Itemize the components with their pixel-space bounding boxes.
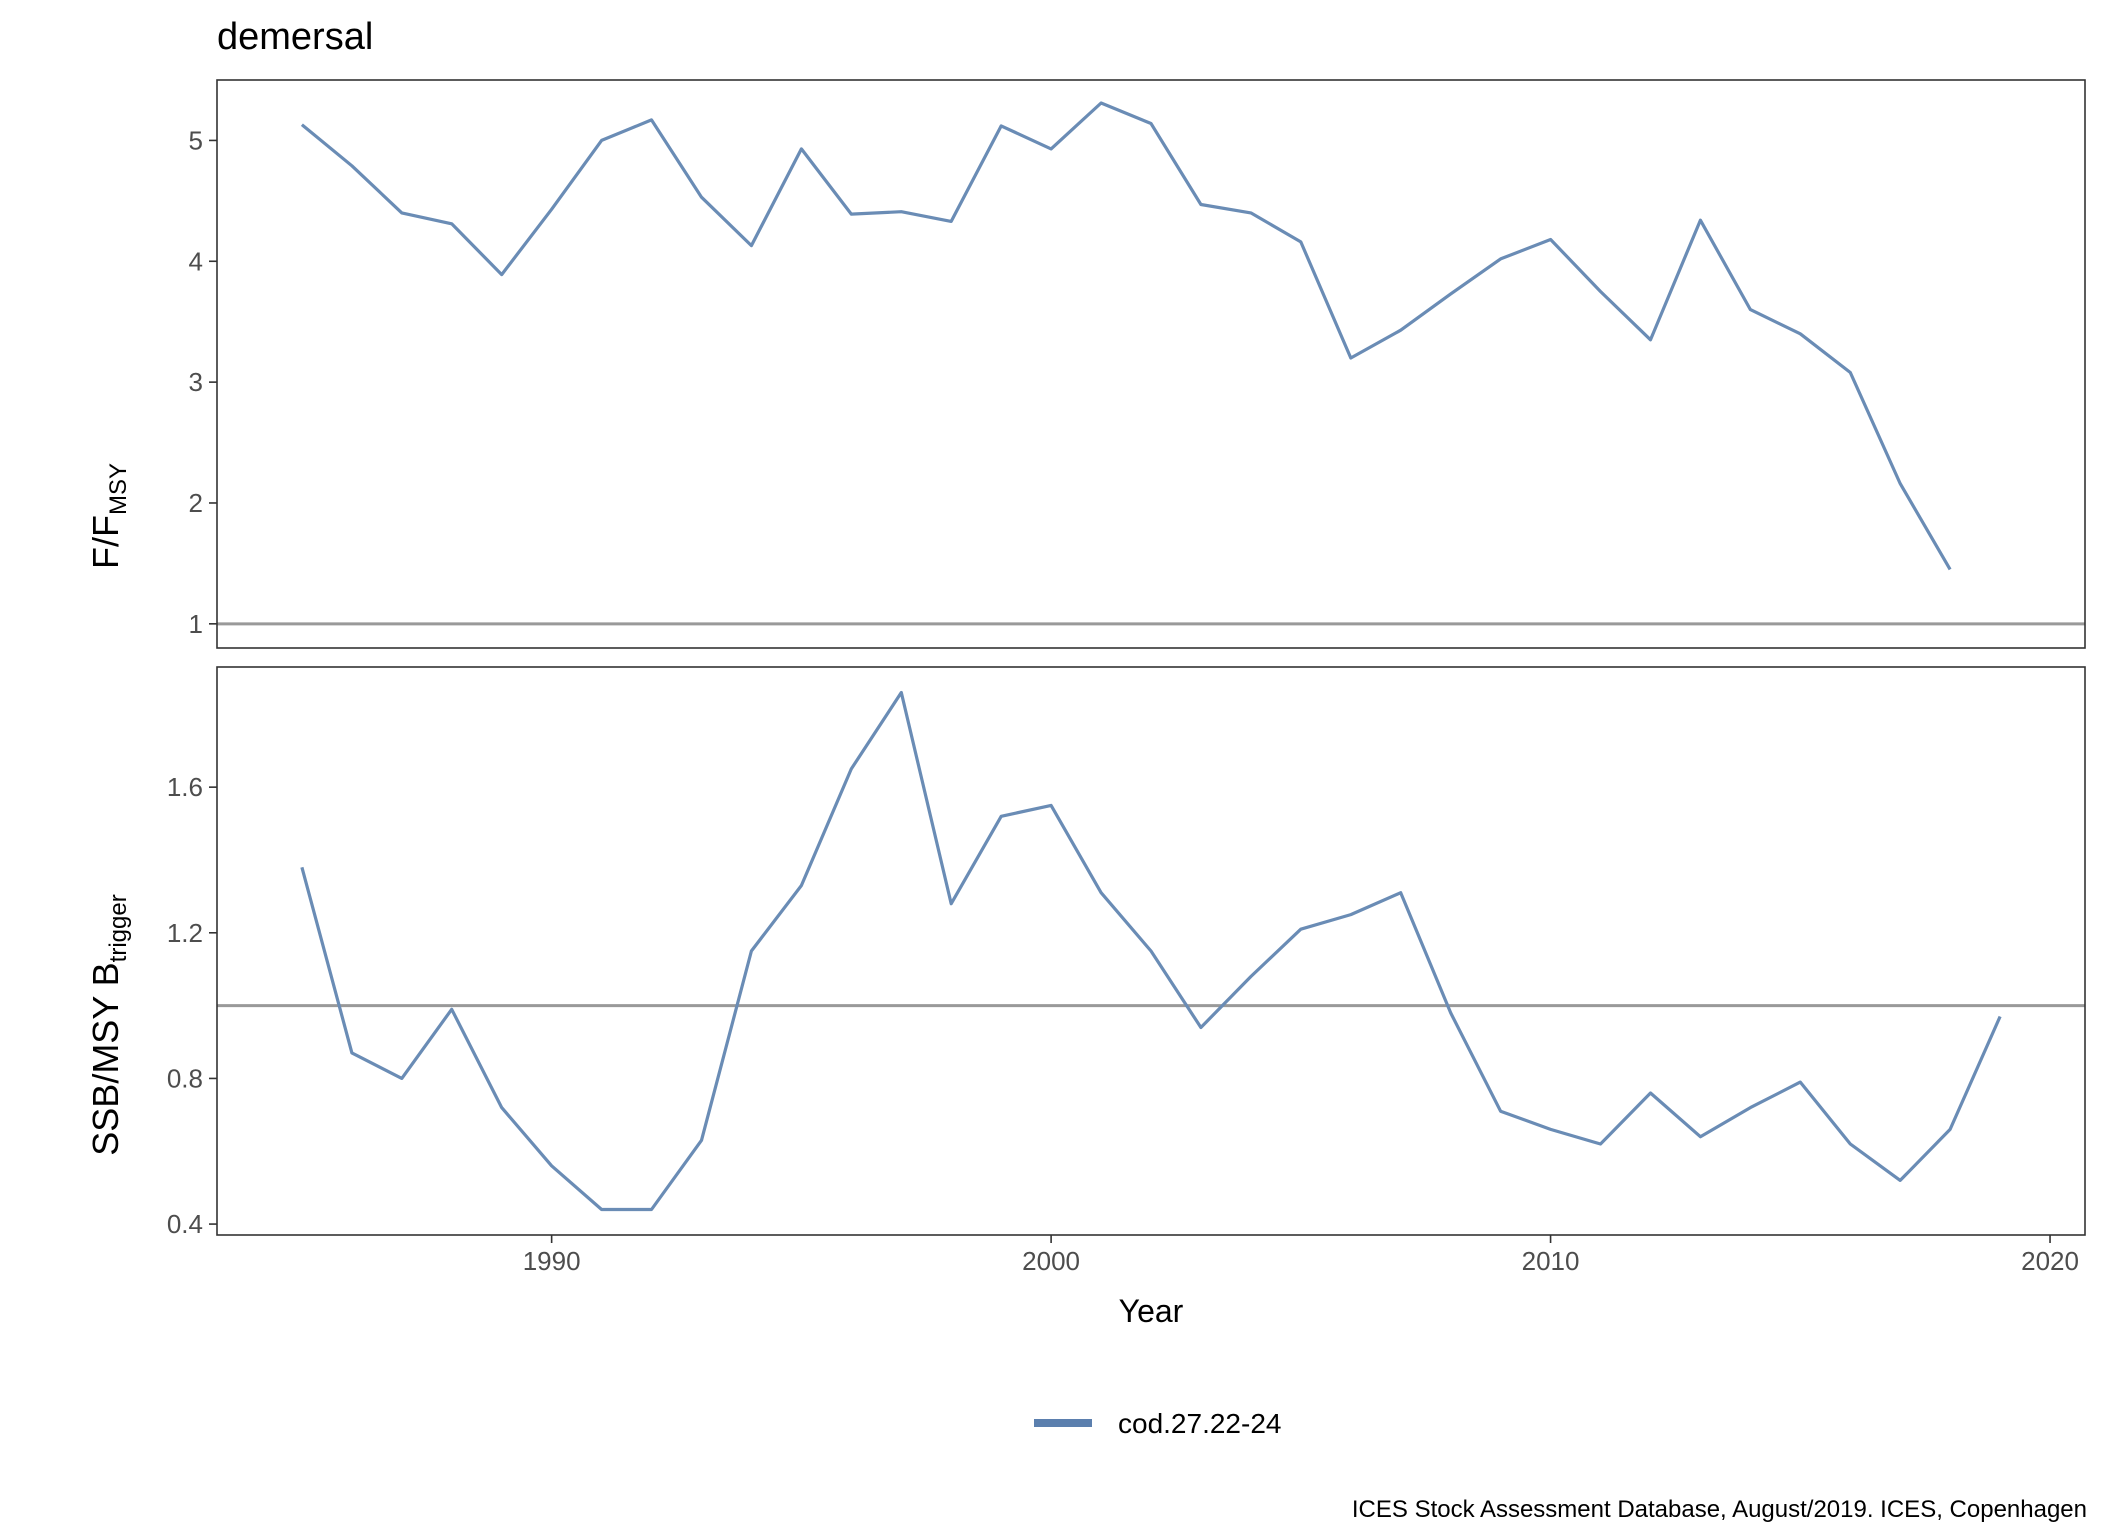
panel-border	[216, 79, 2086, 649]
x-tick-label: 1990	[523, 1246, 581, 1276]
y-tick-label: 3	[189, 367, 203, 397]
y-tick-label: 4	[189, 246, 203, 276]
y-tick-label: 5	[189, 125, 203, 155]
legend: cod.27.22-24	[1034, 1408, 1281, 1439]
y-tick-label: 1	[189, 609, 203, 639]
x-tick-label: 2000	[1022, 1246, 1080, 1276]
panel-fishing-mortality: 1 2 3 4 5	[189, 79, 2086, 649]
y-tick-label: 0.8	[167, 1063, 203, 1093]
y-axis-title-top-sub: MSY	[105, 463, 132, 515]
y-tick-label: 0.4	[167, 1209, 203, 1239]
y-axis-title-top: F/FMSY	[85, 463, 132, 569]
y-tick-label: 1.2	[167, 918, 203, 948]
panel-border	[216, 666, 2086, 1236]
series-line	[300, 101, 1952, 571]
x-axis: 1990 2000 2010 2020	[523, 1235, 2079, 1276]
x-tick-label: 2010	[1522, 1246, 1580, 1276]
x-tick-label: 2020	[2021, 1246, 2079, 1276]
panel-spawning-stock-biomass: 0.4 0.8 1.2 1.6	[167, 666, 2086, 1239]
y-axis-title-bottom: SSB/MSY Btrigger	[85, 894, 132, 1155]
y-tick-label: 2	[189, 488, 203, 518]
y-tick-label: 1.6	[167, 772, 203, 802]
y-axis-title-top-main: F/F	[85, 515, 126, 569]
legend-label: cod.27.22-24	[1118, 1408, 1281, 1439]
caption: ICES Stock Assessment Database, August/2…	[1352, 1496, 2087, 1523]
x-axis-title: Year	[1119, 1293, 1184, 1329]
y-axis-title-bottom-sub: trigger	[105, 894, 132, 962]
chart-title: demersal	[217, 16, 373, 58]
y-axis-title-bottom-main: SSB/MSY B	[85, 962, 126, 1155]
